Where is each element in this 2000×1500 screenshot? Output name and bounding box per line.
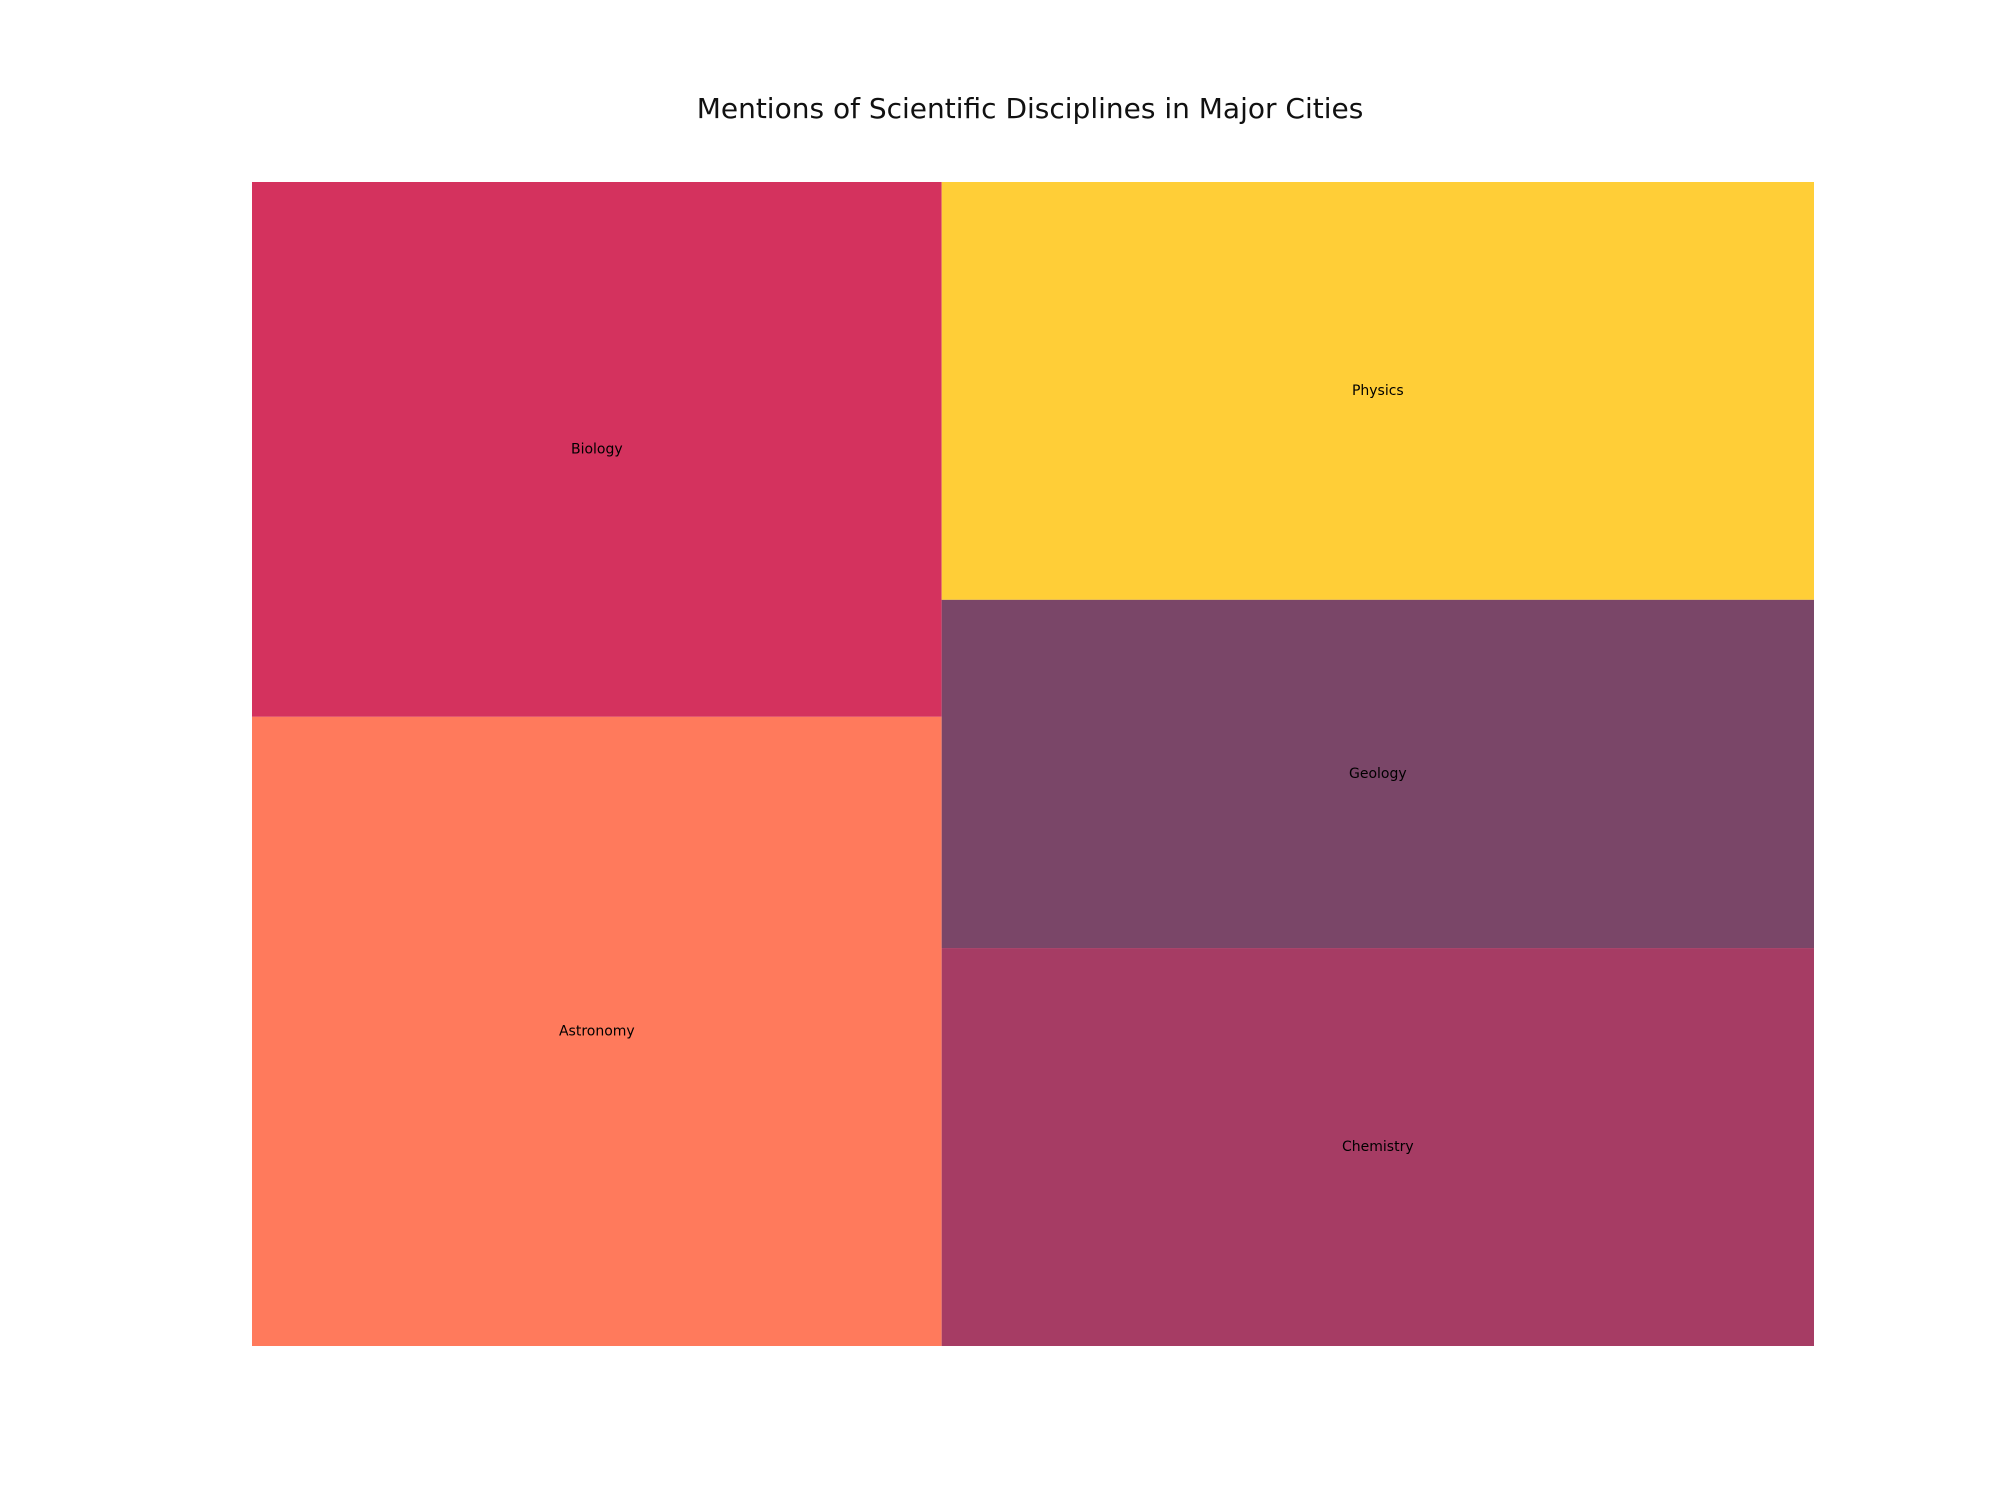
- treemap-rect-astronomy: [252, 716, 942, 1346]
- treemap-rect-chemistry: [941, 948, 1814, 1346]
- treemap-rect-physics: [941, 182, 1814, 600]
- treemap-label-astronomy: Astronomy: [559, 1023, 635, 1039]
- treemap-tile-astronomy: Astronomy: [252, 716, 942, 1346]
- treemap-label-physics: Physics: [1352, 383, 1404, 399]
- treemap-label-biology: Biology: [571, 441, 623, 457]
- treemap-rect-biology: [252, 182, 942, 717]
- chart-title: Mentions of Scientific Disciplines in Ma…: [696, 92, 1364, 125]
- treemap-tile-chemistry: Chemistry: [941, 948, 1814, 1346]
- treemap-label-geology: Geology: [1349, 766, 1407, 782]
- treemap-tile-physics: Physics: [941, 182, 1814, 600]
- treemap-label-chemistry: Chemistry: [1342, 1139, 1414, 1155]
- treemap-rect-geology: [941, 599, 1814, 949]
- treemap-tile-biology: Biology: [252, 182, 942, 717]
- treemap-tile-geology: Geology: [941, 599, 1814, 949]
